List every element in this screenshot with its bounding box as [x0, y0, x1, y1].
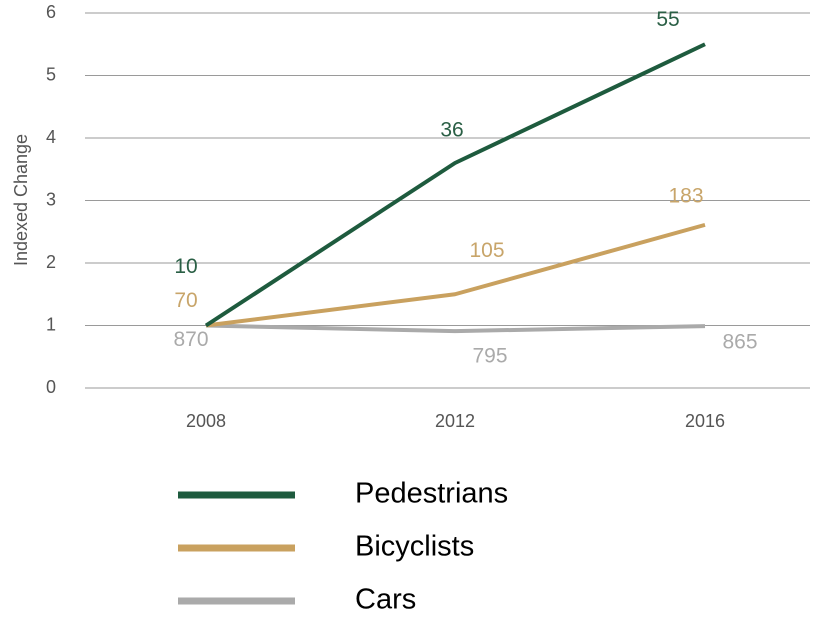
y-axis-label: Indexed Change — [11, 134, 31, 266]
y-tick-label: 0 — [46, 377, 56, 397]
data-label: 55 — [656, 8, 679, 31]
legend-label: Pedestrians — [355, 478, 508, 510]
x-tick-label: 2016 — [685, 411, 725, 431]
data-label: 10 — [174, 255, 197, 278]
x-tick-label: 2012 — [435, 411, 475, 431]
data-label: 795 — [472, 345, 507, 368]
y-tick-label: 3 — [46, 189, 56, 209]
y-tick-label: 4 — [46, 127, 56, 147]
series-line — [205, 222, 706, 328]
data-label: 865 — [722, 331, 757, 354]
data-label: 870 — [173, 328, 208, 351]
legend-label: Bicyclists — [355, 531, 474, 563]
y-tick-label: 2 — [46, 252, 56, 272]
y-tick-label: 1 — [46, 314, 56, 334]
data-label: 183 — [668, 184, 703, 207]
x-tick-label: 2008 — [186, 411, 226, 431]
y-tick-label: 6 — [46, 2, 56, 22]
y-tick-label: 5 — [46, 64, 56, 84]
series-line — [205, 323, 706, 334]
data-label: 36 — [440, 119, 463, 142]
legend-label: Cars — [355, 584, 416, 616]
series-line — [204, 42, 706, 328]
data-label: 70 — [174, 289, 197, 312]
data-label: 105 — [469, 239, 504, 262]
